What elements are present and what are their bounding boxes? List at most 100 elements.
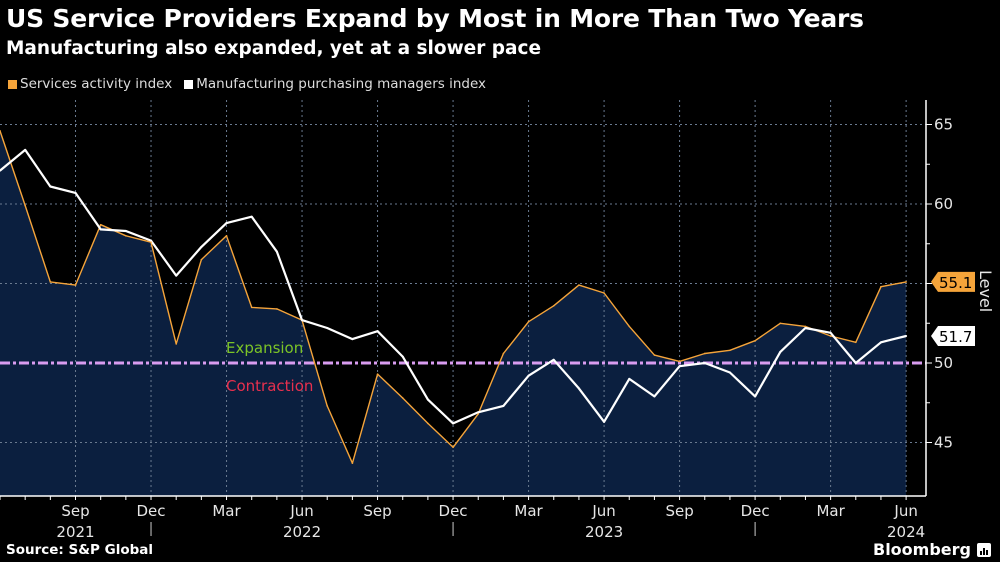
manufacturing-point (351, 338, 354, 341)
services-point (351, 462, 354, 464)
services-point (703, 352, 706, 355)
legend-swatch-manufacturing (184, 79, 194, 89)
manufacturing-point (678, 365, 681, 368)
services-point (150, 241, 152, 243)
services-point (99, 223, 102, 226)
services-point (578, 284, 580, 286)
services-point (628, 325, 631, 328)
manufacturing-point (502, 404, 505, 407)
gridlines (0, 100, 926, 496)
x-tick-label-month: Mar (816, 502, 845, 520)
x-tick-label-month: Jun (893, 502, 917, 520)
manufacturing-point (854, 362, 857, 364)
x-tick-label-month: Dec (137, 502, 166, 520)
manufacturing-point (603, 420, 606, 423)
services-point (880, 285, 882, 288)
services-point (225, 235, 228, 237)
x-tick-label-month: Dec (741, 502, 770, 520)
manufacturing-point (754, 395, 757, 398)
x-tick-label-month: Jun (289, 502, 313, 520)
expansion-label: Expansion (226, 339, 303, 357)
manufacturing-point (829, 331, 832, 334)
x-tick-label-year: 2024 (887, 523, 925, 541)
chart-bars-icon (976, 542, 991, 557)
manufacturing-point (175, 274, 178, 277)
y-tick-label: 60 (934, 195, 953, 213)
services-point (678, 360, 681, 363)
manufacturing-point (301, 319, 304, 322)
manufacturing-point (879, 341, 882, 344)
services-area-fill (0, 130, 907, 496)
axes: 4550556065LevelSep2021DecMarJun2022SepDe… (0, 100, 995, 541)
manufacturing-point (24, 148, 27, 151)
legend-swatch-services (8, 79, 17, 89)
manufacturing-last-value-badge (931, 325, 975, 346)
manufacturing-point (49, 185, 52, 188)
manufacturing-point (452, 422, 455, 425)
services-point (74, 284, 77, 286)
services-point (24, 204, 26, 207)
services-point (250, 306, 253, 309)
y-tick-label: 45 (934, 434, 953, 452)
manufacturing-point (703, 362, 706, 364)
services-point (477, 413, 480, 415)
manufacturing-point (150, 239, 153, 242)
services-point (125, 235, 127, 237)
services-point (552, 304, 555, 307)
legend: Services activity index Manufacturing pu… (8, 76, 486, 92)
x-tick-label-month: Sep (61, 502, 89, 520)
manufacturing-point (552, 358, 555, 361)
services-point (854, 341, 857, 344)
services-point (200, 258, 203, 261)
services-point (376, 373, 379, 375)
x-tick-label-month: Jun (591, 502, 615, 520)
manufacturing-point (74, 191, 77, 194)
services-point (401, 397, 404, 399)
services-area-layer (0, 130, 907, 496)
manufacturing-point (905, 334, 908, 337)
x-tick-label-year: 2021 (56, 523, 94, 541)
source-note: Source: S&P Global (6, 542, 153, 558)
services-point (175, 343, 177, 345)
legend-item-manufacturing: Manufacturing purchasing managers index (184, 76, 486, 92)
chart-title: US Service Providers Expand by Most in M… (6, 4, 864, 33)
bloomberg-logo: Bloomberg (873, 540, 991, 559)
manufacturing-point (426, 398, 429, 401)
brand-name: Bloomberg (873, 540, 971, 559)
services-point (49, 281, 52, 283)
services-point (905, 281, 907, 283)
services-point (427, 422, 429, 425)
manufacturing-point (225, 222, 228, 225)
manufacturing-point (728, 371, 731, 374)
x-tick-label-month: Mar (212, 502, 241, 520)
series-lines (0, 130, 908, 464)
x-tick-label-year: 2022 (283, 523, 321, 541)
services-point (452, 446, 454, 449)
contraction-label: Contraction (226, 377, 313, 395)
manufacturing-point (401, 355, 404, 358)
manufacturing-point (200, 245, 203, 248)
services-point (804, 325, 807, 328)
services-point (276, 308, 278, 310)
services-point (502, 352, 505, 355)
services-point (754, 339, 756, 342)
manufacturing-point (124, 230, 127, 233)
chart-subtitle: Manufacturing also expanded, yet at a sl… (6, 38, 542, 59)
manufacturing-point (577, 387, 580, 390)
services-point (653, 354, 656, 356)
x-tick-label-month: Sep (363, 502, 391, 520)
services-point (326, 405, 329, 407)
legend-label-services: Services activity index (20, 76, 173, 92)
services-point (603, 292, 605, 294)
manufacturing-point (628, 377, 631, 380)
manufacturing-point (779, 350, 782, 353)
manufacturing-point (527, 374, 530, 377)
manufacturing-point (99, 228, 102, 231)
y-axis-title: Level (976, 270, 995, 312)
manufacturing-point (275, 250, 278, 253)
manufacturing-point (326, 327, 329, 330)
y-tick-label: 65 (934, 116, 953, 134)
manufacturing-point (804, 327, 807, 330)
annotations: Expansion Contraction 55.1 51.7 (226, 271, 975, 395)
